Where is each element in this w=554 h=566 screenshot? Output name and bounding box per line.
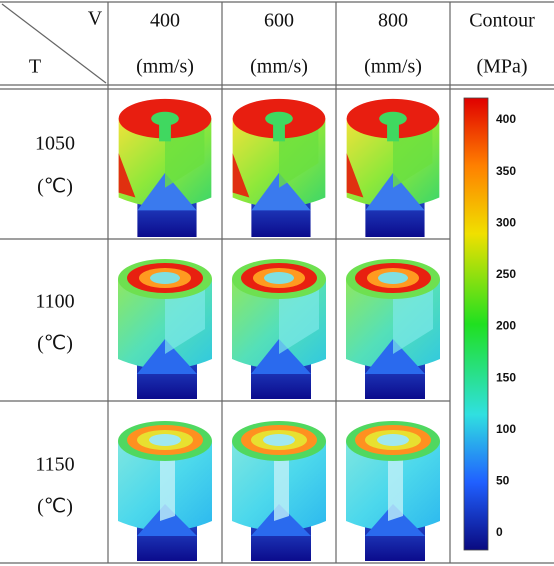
column-header: 400 — [150, 10, 180, 32]
colorbar-tick-label: 100 — [496, 422, 516, 436]
colorbar-tick-label: 400 — [496, 112, 516, 126]
column-unit: (mm/s) — [250, 56, 308, 78]
colorbar — [464, 98, 488, 550]
row-label: 1150 — [35, 454, 74, 476]
contour-image — [119, 99, 212, 237]
colorbar-tick-label: 150 — [496, 370, 516, 384]
column-header: 600 — [264, 10, 294, 32]
colorbar-tick-label: 50 — [496, 474, 510, 488]
colorbar-ticks: 400 350 300 250 200 150 100 50 0 — [496, 112, 516, 539]
column-header: Contour — [469, 10, 535, 32]
colorbar-tick-label: 0 — [496, 525, 503, 539]
column-header: 800 — [378, 10, 408, 32]
contour-image — [118, 259, 212, 399]
colorbar-tick-label: 200 — [496, 319, 516, 333]
column-unit: (mm/s) — [364, 56, 422, 78]
row-label: 1100 — [35, 291, 74, 313]
contour-image — [118, 421, 212, 561]
column-unit: (mm/s) — [136, 56, 194, 78]
column-unit: (MPa) — [476, 56, 527, 78]
contour-image — [346, 421, 440, 561]
corner-label: V — [88, 8, 103, 30]
corner-label: T — [29, 56, 41, 78]
contour-image — [347, 99, 440, 237]
contour-image — [346, 259, 440, 399]
row-unit: (℃) — [37, 496, 73, 518]
contour-image — [233, 99, 326, 237]
contour-image — [232, 259, 326, 399]
colorbar-tick-label: 350 — [496, 164, 516, 178]
contour-image — [232, 421, 326, 561]
row-unit: (℃) — [37, 176, 73, 198]
row-label: 1050 — [35, 133, 75, 155]
row-unit: (℃) — [37, 333, 73, 355]
colorbar-tick-label: 250 — [496, 267, 516, 281]
figure-table: V T 400 (mm/s) 600 (mm/s) 800 (mm/s) Con… — [0, 0, 554, 566]
colorbar-tick-label: 300 — [496, 215, 516, 229]
